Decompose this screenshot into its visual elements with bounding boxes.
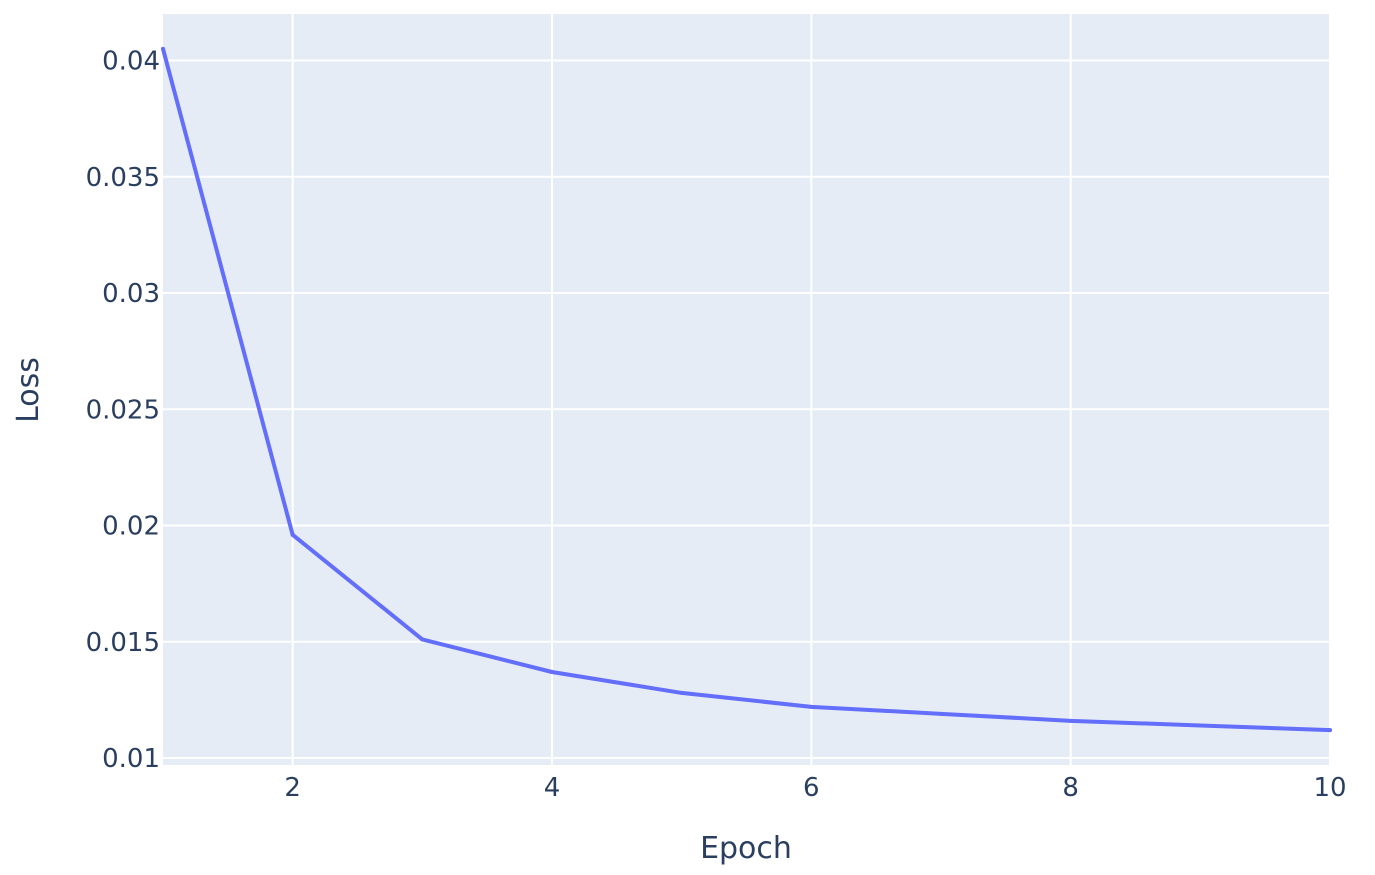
y-gridlines [163, 59, 1330, 760]
x-tick-labels: 2 4 6 8 10 [284, 773, 1346, 803]
data-point [1198, 723, 1203, 728]
y-tick-label: 0.035 [86, 163, 160, 193]
data-point [1328, 728, 1332, 733]
data-point [550, 669, 554, 674]
x-tick-label: 8 [1062, 773, 1079, 803]
data-point [161, 46, 165, 51]
data-point [809, 704, 814, 709]
y-tick-label: 0.03 [102, 279, 160, 309]
data-point [939, 711, 943, 716]
y-tick-label: 0.015 [86, 628, 160, 658]
x-tick-label: 6 [803, 773, 820, 803]
x-tick-label: 4 [544, 773, 561, 803]
data-point [290, 532, 295, 537]
x-axis-title: Epoch [700, 831, 792, 866]
y-tick-labels: 0.01 0.015 0.02 0.025 0.03 0.035 0.04 [86, 47, 160, 775]
x-gridlines [291, 14, 1331, 765]
series-line [161, 46, 1332, 733]
series-layer [161, 46, 1332, 733]
y-tick-label: 0.01 [102, 744, 160, 774]
x-tick-label: 2 [284, 773, 301, 803]
y-tick-label: 0.02 [102, 512, 160, 542]
y-axis-title: Loss [11, 357, 46, 423]
y-tick-label: 0.025 [86, 395, 160, 425]
x-tick-label: 10 [1313, 773, 1346, 803]
data-point [1068, 718, 1073, 723]
data-point [420, 637, 425, 642]
plot-background [163, 14, 1330, 765]
data-point [679, 690, 684, 695]
y-tick-label: 0.04 [102, 47, 160, 77]
